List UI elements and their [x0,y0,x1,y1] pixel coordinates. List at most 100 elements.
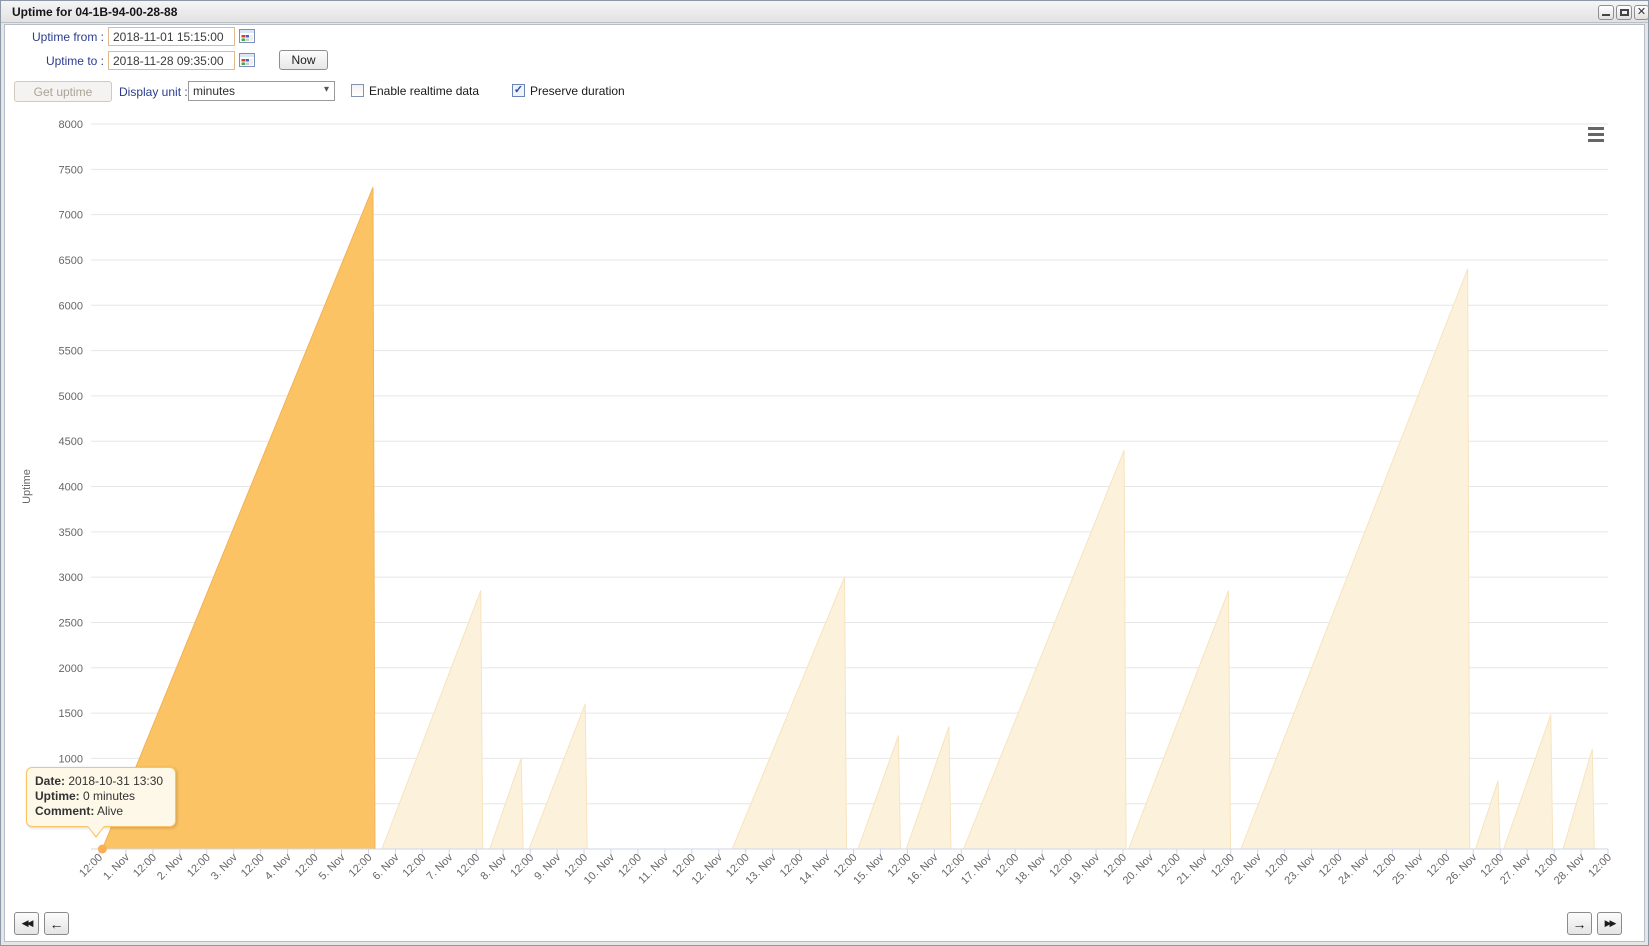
svg-text:13. Nov: 13. Nov [743,851,779,887]
svg-text:12:00: 12:00 [185,852,213,880]
svg-text:7000: 7000 [59,210,83,222]
minimize-icon [1602,14,1610,16]
svg-text:24. Nov: 24. Nov [1336,851,1372,887]
x-axis-ticks [98,849,1609,855]
svg-text:12:00: 12:00 [131,852,159,880]
hamburger-icon [1588,133,1604,136]
svg-text:3500: 3500 [59,527,83,539]
y-axis-labels: 1000 1500 2000 2500 3000 3500 4000 4500 5000 5500… [59,119,83,765]
svg-text:18. Nov: 18. Nov [1013,851,1049,887]
svg-text:14. Nov: 14. Nov [797,851,833,887]
get-uptime-button[interactable]: Get uptime [14,81,112,102]
uptime-area-session[interactable] [1128,590,1232,850]
display-unit-select-wrap: minutes ▾ [188,81,335,101]
uptime-to-label: Uptime to : [45,54,104,68]
svg-text:20. Nov: 20. Nov [1121,851,1157,887]
uptime-from-input[interactable] [108,27,235,46]
scroll-right-button[interactable]: → [1567,912,1592,935]
svg-text:4000: 4000 [59,482,83,494]
preserve-duration-checkbox[interactable] [512,84,525,97]
minimize-button[interactable] [1598,5,1614,20]
hamburger-icon [1588,127,1604,130]
uptime-area-session[interactable] [1240,268,1471,850]
svg-text:12:00: 12:00 [401,852,429,880]
uptime-area-session[interactable] [1562,748,1595,850]
svg-text:11. Nov: 11. Nov [636,851,671,886]
svg-text:4. Nov: 4. Nov [263,851,294,882]
scroll-far-left-button[interactable]: ◀◀ [14,912,39,935]
svg-text:12:00: 12:00 [1586,852,1614,880]
calendar-icon[interactable] [239,53,255,67]
svg-text:2500: 2500 [59,617,83,629]
svg-text:1000: 1000 [59,753,83,765]
uptime-area-session[interactable] [905,726,952,850]
maximize-button[interactable] [1616,5,1632,20]
scroll-left-button[interactable]: ← [44,912,69,935]
svg-text:8000: 8000 [59,119,83,131]
uptime-area-session[interactable] [963,449,1127,850]
close-button[interactable]: ✕ [1634,5,1649,20]
enable-realtime-checkbox[interactable] [351,84,364,97]
window-title: Uptime for 04-1B-94-00-28-88 [12,5,178,19]
hamburger-icon [1588,139,1604,142]
svg-text:21. Nov: 21. Nov [1175,851,1211,887]
svg-text:15. Nov: 15. Nov [851,851,887,887]
display-unit-select[interactable]: minutes [189,82,334,100]
svg-text:25. Nov: 25. Nov [1390,851,1426,887]
titlebar: Uptime for 04-1B-94-00-28-88 ✕ [1,1,1649,23]
scroll-far-right-button[interactable]: ▶▶ [1597,912,1622,935]
svg-text:26. Nov: 26. Nov [1444,851,1480,887]
svg-text:5500: 5500 [59,346,83,358]
svg-text:6. Nov: 6. Nov [371,851,402,882]
tooltip-uptime-line: Uptime: 0 minutes [35,789,136,803]
maximize-icon [1620,9,1629,16]
svg-text:19. Nov: 19. Nov [1067,851,1103,887]
uptime-area-session[interactable] [1475,780,1501,850]
uptime-areas [101,186,1595,850]
point-marker[interactable] [97,844,107,854]
svg-text:3000: 3000 [59,572,83,584]
svg-text:6500: 6500 [59,255,83,267]
tooltip-date-line: Date: 2018-10-31 13:30 [35,774,164,788]
uptime-to-input[interactable] [108,51,235,70]
uptime-area-session[interactable] [381,590,484,850]
svg-text:10. Nov: 10. Nov [582,851,618,887]
chart-tooltip: Date: 2018-10-31 13:30 Uptime: 0 minutes… [26,767,176,838]
svg-text:9. Nov: 9. Nov [532,851,563,882]
svg-text:5. Nov: 5. Nov [317,851,348,882]
uptime-area-session[interactable] [857,735,901,850]
svg-text:12:00: 12:00 [508,852,536,880]
svg-text:12:00: 12:00 [347,852,375,880]
svg-text:12:00: 12:00 [239,852,267,880]
svg-text:7. Nov: 7. Nov [424,851,455,882]
svg-text:2000: 2000 [59,663,83,675]
uptime-area-session[interactable] [101,186,376,850]
svg-text:12. Nov: 12. Nov [690,851,726,887]
chart-menu-button[interactable] [1586,126,1606,144]
svg-text:16. Nov: 16. Nov [905,851,941,887]
display-unit-label: Display unit : [119,85,188,99]
svg-text:3. Nov: 3. Nov [209,851,240,882]
svg-text:27. Nov: 27. Nov [1498,851,1534,887]
svg-text:8. Nov: 8. Nov [478,851,509,882]
svg-text:28. Nov: 28. Nov [1552,851,1588,887]
uptime-from-label: Uptime from : [31,30,104,44]
now-button[interactable]: Now [279,50,328,70]
enable-realtime-label: Enable realtime data [369,84,480,98]
svg-text:7500: 7500 [59,164,83,176]
y-axis-title: Uptime [21,469,33,504]
svg-text:1500: 1500 [59,708,83,720]
calendar-icon[interactable] [239,29,255,43]
close-icon: ✕ [1636,6,1647,18]
uptime-area-session[interactable] [528,703,588,850]
svg-text:5000: 5000 [59,391,83,403]
svg-text:22. Nov: 22. Nov [1229,851,1265,887]
svg-text:12:00: 12:00 [77,852,105,880]
svg-text:6000: 6000 [59,300,83,312]
svg-text:12:00: 12:00 [293,852,321,880]
uptime-area-session[interactable] [1503,714,1554,850]
svg-text:2. Nov: 2. Nov [155,851,186,882]
